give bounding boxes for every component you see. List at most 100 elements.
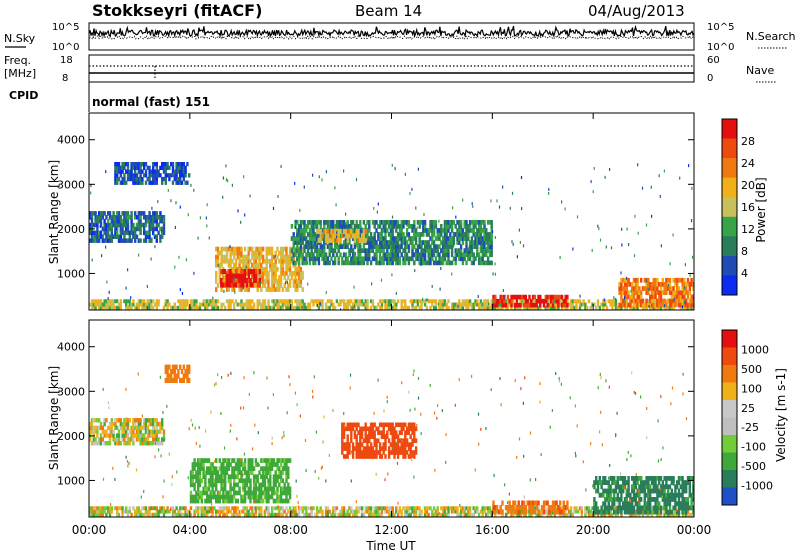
heatmap-cell (261, 470, 265, 475)
heatmap-cell (218, 267, 221, 272)
heatmap-cell (481, 256, 484, 262)
heatmap-cell (456, 236, 459, 241)
heatmap-cell (542, 500, 546, 506)
heatmap-cell (350, 422, 353, 428)
heatmap-cell (470, 248, 474, 253)
heatmap-cell (344, 252, 348, 258)
heatmap-cell (90, 238, 94, 243)
heatmap-cell (245, 277, 249, 283)
heatmap-cell (683, 277, 686, 283)
heatmap-cell (353, 224, 357, 229)
heatmap-cell (416, 302, 420, 307)
heatmap-cell (353, 299, 357, 304)
heatmap-cell (634, 480, 637, 485)
heatmap-cell (436, 512, 439, 517)
heatmap-cell (405, 509, 409, 514)
heatmap-cell (663, 286, 666, 291)
heatmap-cell (96, 230, 99, 236)
heatmap-cell (296, 248, 299, 253)
heatmap-cell (398, 438, 402, 443)
heatmap-cell (672, 290, 675, 295)
heatmap-cell (636, 282, 639, 287)
colorbar-tick-label: 8 (741, 245, 748, 258)
heatmap-cell (177, 299, 180, 304)
heatmap-cell (631, 497, 634, 502)
heatmap-cell (468, 228, 472, 233)
heatmap-cell (234, 279, 238, 284)
heatmap-cell (281, 470, 285, 475)
heatmap-cell (667, 488, 670, 494)
heatmap-cell (659, 298, 663, 304)
heatmap-cell (319, 302, 322, 307)
heatmap-cell (616, 509, 619, 515)
heatmap-cell (605, 305, 609, 310)
heatmap-cell (233, 254, 236, 260)
heatmap-cell (373, 430, 376, 435)
heatmap-cell (195, 474, 198, 480)
heatmap-cell (369, 422, 373, 428)
heatmap-cell (229, 299, 232, 304)
heatmap-cell (303, 260, 306, 266)
heatmap-cell (605, 488, 609, 494)
heatmap-cell (152, 169, 155, 174)
heatmap-cell (260, 262, 263, 268)
heatmap-cell (272, 486, 276, 492)
heatmap-cell (193, 509, 196, 514)
heatmap-speck (404, 172, 406, 176)
heatmap-cell (200, 462, 203, 467)
heatmap-cell (479, 244, 483, 249)
heatmap-cell (317, 256, 321, 262)
heatmap-cell (261, 474, 265, 480)
heatmap-cell (236, 254, 239, 260)
heatmap-cell (94, 230, 97, 236)
heatmap-cell (402, 426, 405, 432)
heatmap-cell (357, 233, 360, 239)
heatmap-cell (288, 458, 292, 463)
heatmap-cell (182, 512, 185, 517)
heatmap-cell (440, 248, 443, 253)
heatmap-speck (548, 191, 550, 195)
heatmap-cell (263, 486, 267, 492)
heatmap-cell (168, 176, 171, 182)
heatmap-speck (206, 224, 208, 228)
heatmap-cell (236, 466, 239, 471)
heatmap-cell (656, 488, 659, 494)
heatmap-cell (332, 248, 335, 253)
heatmap-cell (281, 287, 285, 292)
heatmap-cell (305, 506, 308, 511)
heatmap-cell (685, 512, 688, 517)
heatmap-cell (279, 271, 283, 276)
heatmap-cell (341, 442, 344, 447)
heatmap-cell (443, 228, 447, 233)
heatmap-cell (414, 240, 418, 245)
heatmap-cell (263, 279, 267, 284)
heatmap-cell (477, 228, 481, 233)
heatmap-cell (447, 509, 450, 514)
heatmap-cell (362, 450, 366, 455)
heatmap-cell (177, 369, 180, 375)
heatmap-cell (434, 220, 438, 225)
heatmap-cell (614, 299, 618, 304)
heatmap-cell (611, 505, 614, 511)
heatmap-cell (359, 438, 362, 443)
heatmap-cell (522, 305, 526, 310)
heatmap-cell (409, 506, 412, 511)
heatmap-cell (116, 226, 119, 232)
heatmap-cell (404, 240, 407, 245)
heatmap-cell (202, 466, 205, 471)
heatmap-cell (206, 494, 209, 500)
heatmap-cell (173, 364, 176, 370)
heatmap-cell (224, 254, 227, 260)
heatmap-cell (395, 422, 398, 428)
heatmap-cell (368, 248, 371, 253)
heatmap-speck (615, 297, 617, 301)
heatmap-cell (634, 509, 637, 514)
heatmap-cell (533, 509, 537, 515)
heatmap-cell (411, 305, 414, 310)
heatmap-cell (132, 180, 135, 185)
heatmap-cell (215, 494, 218, 500)
heatmap-cell (402, 232, 405, 237)
heatmap-cell (366, 446, 369, 451)
heatmap-cell (357, 224, 360, 229)
heatmap-cell (384, 305, 387, 310)
